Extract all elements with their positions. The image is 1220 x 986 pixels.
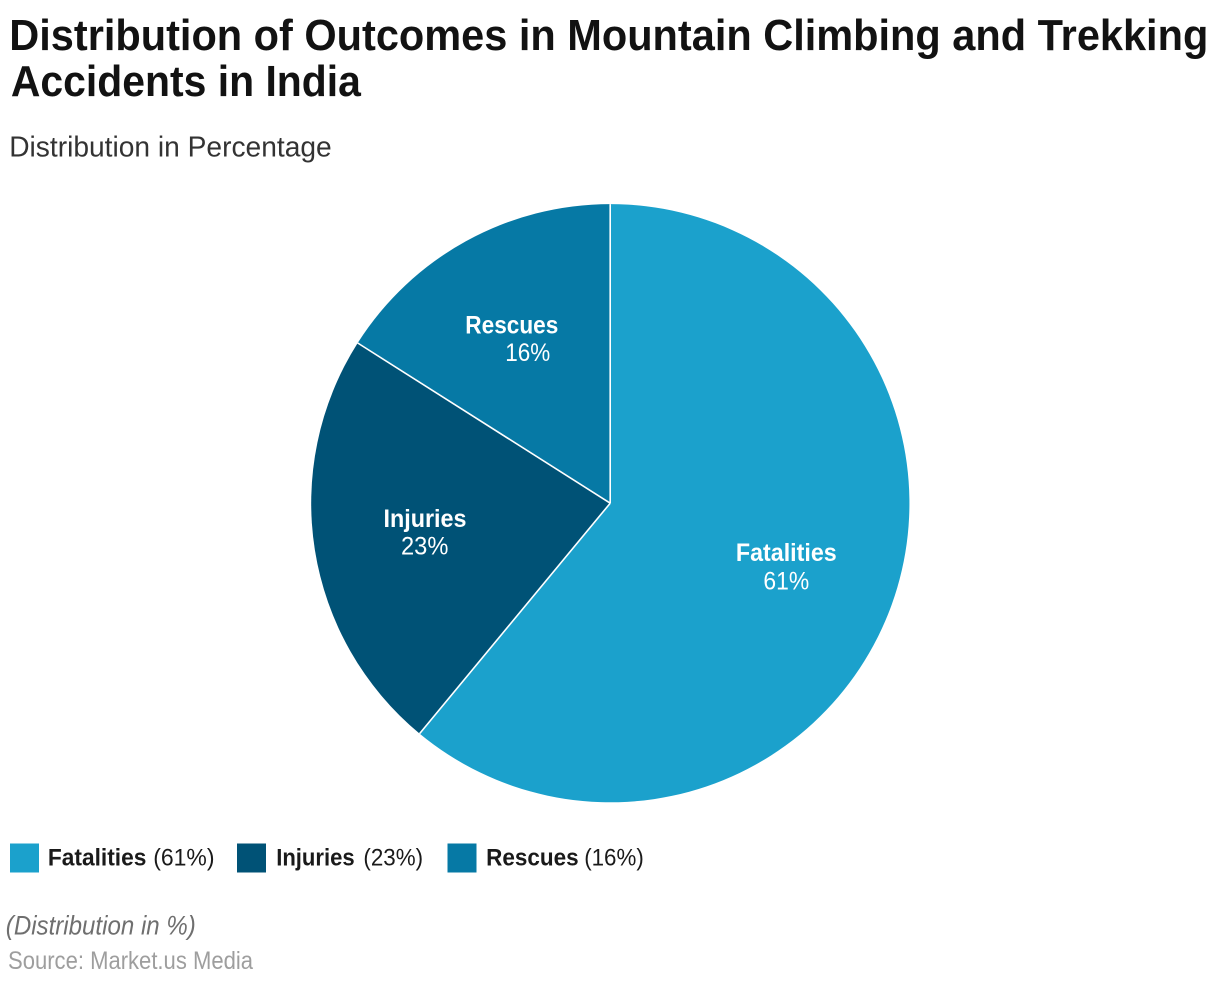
svg-text:Fatalities: Fatalities — [48, 845, 146, 872]
svg-text:Injuries: Injuries — [384, 505, 467, 533]
svg-text:Rescues: Rescues — [486, 845, 578, 872]
svg-text:23%: 23% — [401, 533, 448, 561]
svg-text:(23%): (23%) — [363, 845, 423, 872]
svg-text:(61%): (61%) — [153, 845, 214, 872]
svg-text:Rescues: Rescues — [465, 312, 558, 340]
svg-text:Accidents in India: Accidents in India — [11, 57, 361, 106]
svg-text:16%: 16% — [505, 339, 550, 367]
svg-text:61%: 61% — [763, 568, 809, 596]
svg-text:(16%): (16%) — [584, 845, 644, 872]
svg-text:Distribution of Outcomes in Mo: Distribution of Outcomes in Mountain Cli… — [9, 11, 1208, 60]
svg-text:Source: Market.us Media: Source: Market.us Media — [8, 947, 253, 975]
svg-text:(Distribution in %): (Distribution in %) — [6, 910, 196, 940]
svg-text:Fatalities: Fatalities — [736, 539, 837, 567]
svg-text:Distribution in Percentage: Distribution in Percentage — [9, 132, 332, 164]
svg-text:Injuries: Injuries — [276, 845, 355, 872]
